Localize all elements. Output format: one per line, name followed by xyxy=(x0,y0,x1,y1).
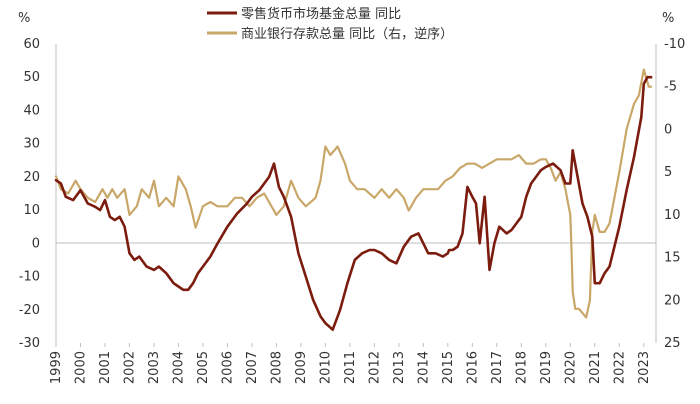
x-tick-label: 1999 xyxy=(49,351,64,384)
left-unit-label: % xyxy=(18,11,30,26)
left-tick-label: 30 xyxy=(23,137,40,152)
x-tick-label: 2013 xyxy=(392,351,407,384)
right-tick-label: 20 xyxy=(664,293,681,308)
x-tick-label: 2001 xyxy=(98,351,113,384)
series-layer xyxy=(54,68,653,331)
x-tick-label: 2009 xyxy=(294,351,309,384)
x-tick-label: 2019 xyxy=(539,351,554,384)
series-line-money-fund xyxy=(54,75,653,331)
right-tick-labels: -10 -5 0 5 10 15 20 25 xyxy=(664,37,685,351)
x-tick-label: 2017 xyxy=(490,351,505,384)
left-tick-label: 60 xyxy=(23,37,40,52)
right-tick-label: 5 xyxy=(664,165,672,180)
left-tick-label: 10 xyxy=(23,203,40,218)
x-tick-label: 2010 xyxy=(318,351,333,384)
left-tick-label: -20 xyxy=(19,303,40,318)
x-tick-label: 2007 xyxy=(245,351,260,384)
x-tick-label: 2018 xyxy=(514,351,529,384)
right-unit-label: % xyxy=(662,11,674,26)
left-tick-labels: 60 50 40 30 20 10 0 -10 -20 -30 xyxy=(19,37,40,351)
x-tick-labels: 1999 2000 2001 2002 2003 2004 2005 2006 2007 2008… xyxy=(49,343,652,384)
legend-label-bank-deposits: 商业银行存款总量 同比（右，逆序） xyxy=(241,26,453,42)
x-tick-label: 2022 xyxy=(612,351,627,384)
right-tick-label: -10 xyxy=(664,37,685,52)
x-tick-label: 2005 xyxy=(196,351,211,384)
left-tick-label: -10 xyxy=(19,270,40,285)
x-tick-label: 2020 xyxy=(563,351,578,384)
x-tick-label: 2023 xyxy=(637,351,652,384)
x-tick-label: 2011 xyxy=(343,351,358,384)
left-tick-label: 0 xyxy=(32,236,40,251)
x-tick-label: 2012 xyxy=(367,351,382,384)
left-tick-label: -30 xyxy=(19,336,40,351)
legend: 零售货币市场基金总量 同比 商业银行存款总量 同比（右，逆序） xyxy=(207,6,453,42)
x-tick-label: 2015 xyxy=(441,351,456,384)
left-tick-label: 40 xyxy=(23,103,40,118)
legend-label-money-fund: 零售货币市场基金总量 同比 xyxy=(241,6,401,22)
x-tick-label: 2014 xyxy=(416,351,431,384)
x-tick-label: 2006 xyxy=(220,351,235,384)
x-tick-label: 2016 xyxy=(465,351,480,384)
right-tick-label: 25 xyxy=(664,336,681,351)
x-tick-label: 2002 xyxy=(122,351,137,384)
x-tick-label: 2003 xyxy=(147,351,162,384)
x-tick-label: 2008 xyxy=(269,351,284,384)
x-tick-label: 2004 xyxy=(171,351,186,384)
left-tick-label: 20 xyxy=(23,170,40,185)
x-tick-label: 2000 xyxy=(73,351,88,384)
x-tick-label: 2021 xyxy=(588,351,603,384)
series-line-bank-deposits xyxy=(54,68,653,319)
right-tick-label: 10 xyxy=(664,208,681,223)
right-tick-label: 0 xyxy=(664,122,672,137)
right-tick-label: 15 xyxy=(664,251,681,266)
right-tick-label: -5 xyxy=(664,80,677,95)
left-tick-label: 50 xyxy=(23,70,40,85)
